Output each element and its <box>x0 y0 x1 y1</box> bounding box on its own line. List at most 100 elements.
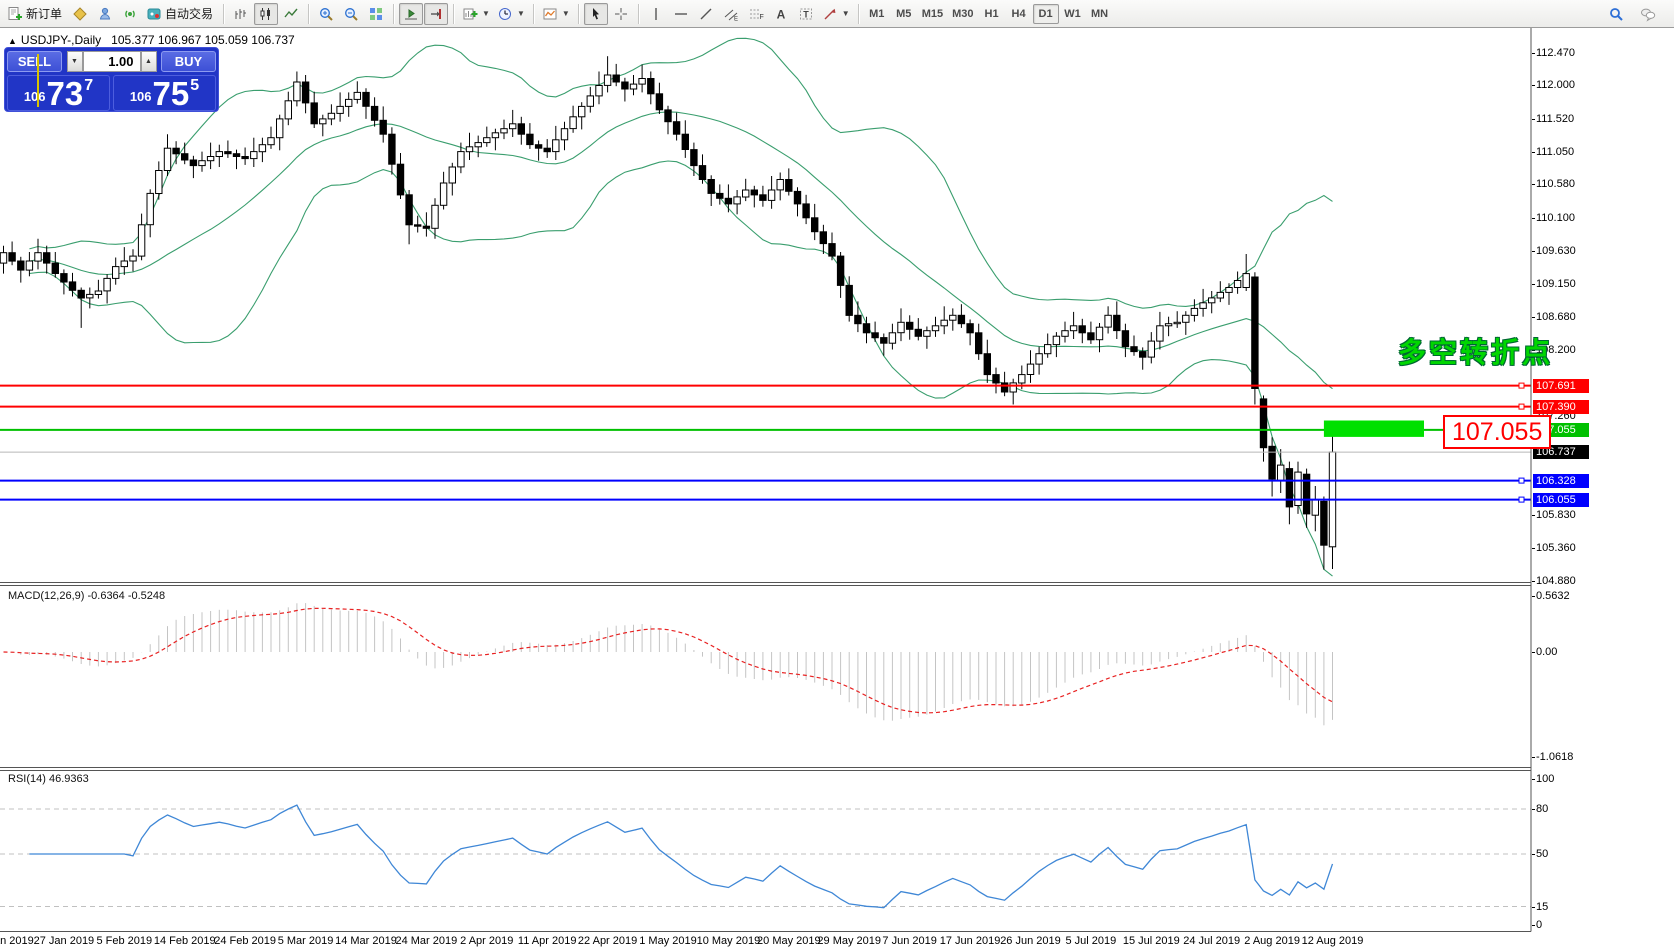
profiles-button[interactable]: ▼ <box>494 3 528 25</box>
horizontal-line-107691[interactable] <box>0 382 1531 389</box>
panel-splitter[interactable] <box>0 767 1531 771</box>
vertical-line-button[interactable] <box>644 3 668 25</box>
zoom-in-button[interactable] <box>314 3 338 25</box>
toolbar-separator <box>577 3 579 24</box>
equidistant-channel-button[interactable]: E <box>719 3 743 25</box>
cursor-glyph <box>592 7 599 19</box>
price-callout-label[interactable]: 107.055 <box>1443 415 1552 449</box>
date-tick-label: 27 Jan 2019 <box>33 935 95 947</box>
auto-scroll-button[interactable] <box>399 2 424 25</box>
new-order-button[interactable]: 新订单 <box>4 3 67 25</box>
date-tick-label: 14 Feb 2019 <box>153 935 216 947</box>
collapse-arrow-icon[interactable]: ▲ <box>8 36 17 46</box>
timeframe-m30-button[interactable]: M30 <box>952 7 974 20</box>
timeframe-m1-button[interactable]: M1 <box>869 7 885 20</box>
arrows-glyph <box>824 8 836 19</box>
signals-button[interactable] <box>118 3 142 25</box>
date-tick-label: 12 Aug 2019 <box>1301 935 1364 947</box>
linechart-glyph <box>284 8 298 17</box>
autotrading-button[interactable]: 自动交易 <box>143 3 218 25</box>
cursor-button[interactable] <box>583 2 608 25</box>
candlestick-chart-button[interactable] <box>254 2 279 25</box>
candles <box>0 56 1337 570</box>
timeframe-h4-button[interactable]: H4 <box>1011 7 1026 20</box>
timeframe-m15-button[interactable]: M15 <box>921 7 944 20</box>
new-chart-button[interactable]: ▼ <box>459 3 493 25</box>
price-tick-label: 0.00 <box>1531 646 1558 658</box>
zoom-out-button[interactable] <box>339 3 363 25</box>
chart-canvas[interactable] <box>0 28 1532 932</box>
horizontal-line-button[interactable] <box>669 3 693 25</box>
horizontal-line-106328[interactable] <box>0 477 1531 484</box>
chat-glyph <box>1641 8 1656 22</box>
price-tick-label: 108.200 <box>1532 344 1576 357</box>
rsi-line <box>29 804 1334 909</box>
chart-window[interactable] <box>0 28 1532 932</box>
buy-button[interactable]: BUY <box>161 51 216 72</box>
date-tick-label: 17 Jun 2019 <box>939 935 1001 947</box>
sell-button[interactable]: SELL <box>7 51 62 72</box>
candles-glyph <box>260 7 271 20</box>
toolbar-separator <box>532 3 534 24</box>
price-axis[interactable]: 112.470 112.000 111.520 111.050 110.580 110.1… <box>1531 28 1674 932</box>
chart-shift-button[interactable] <box>424 2 449 25</box>
date-tick-label: 24 Mar 2019 <box>395 935 458 947</box>
arrows-button[interactable]: ▼ <box>819 3 853 25</box>
date-tick-label: 20 May 2019 <box>757 935 821 947</box>
rsi-label: RSI(14) 46.9363 <box>8 773 89 785</box>
timeframe-m5-button[interactable]: M5 <box>896 7 912 20</box>
line-chart-button[interactable] <box>279 3 303 25</box>
text-label-button[interactable]: T <box>794 3 818 25</box>
textA-glyph: A <box>776 7 785 21</box>
price-badge: 106.055 <box>1533 492 1589 507</box>
chat-icon[interactable] <box>1636 3 1660 25</box>
vertical-line-object[interactable] <box>37 54 39 107</box>
search-glyph <box>1610 7 1623 21</box>
market-button[interactable] <box>93 3 117 25</box>
date-tick-label: 26 Jun 2019 <box>1000 935 1061 947</box>
signals-glyph <box>125 10 135 17</box>
horizontal-line-107390[interactable] <box>0 403 1531 410</box>
volume-increase-button[interactable]: ▲ <box>140 51 157 72</box>
price-tick-label: 15 <box>1531 900 1549 913</box>
volume-input[interactable]: 1.00 <box>82 51 141 72</box>
panel-splitter[interactable] <box>0 582 1531 586</box>
zoomin-glyph <box>320 7 333 21</box>
crosshair-button[interactable] <box>609 3 633 25</box>
bollinger-bands <box>29 37 1333 577</box>
date-tick-label: 17 Jan 2019 <box>0 935 34 947</box>
timeframe-h1-button[interactable]: H1 <box>984 7 999 20</box>
horizontal-line-107055[interactable] <box>0 426 1531 433</box>
horizontal-line-106055[interactable] <box>0 496 1531 503</box>
price-tick-label: 109.150 <box>1532 278 1576 290</box>
search-icon[interactable] <box>1604 3 1628 25</box>
fibonacci-button[interactable]: F <box>744 3 768 25</box>
timeframe-w1-button[interactable]: W1 <box>1064 7 1081 20</box>
bar-chart-button[interactable] <box>229 3 253 25</box>
metaeditor-button[interactable] <box>68 3 92 25</box>
ohlc-values: 105.377 106.967 105.059 106.737 <box>111 33 295 47</box>
date-tick-label: 2 Apr 2019 <box>460 935 514 947</box>
annotation-text[interactable]: 多空转折点 <box>1398 337 1554 368</box>
svg-text:A: A <box>776 7 785 21</box>
tile-windows-button[interactable] <box>364 3 388 25</box>
text-button[interactable]: A <box>769 3 793 25</box>
buy-price-display[interactable]: 106 75 5 <box>113 75 216 111</box>
clock-glyph <box>498 7 511 20</box>
highlight-rectangle[interactable] <box>1323 420 1424 437</box>
sell-price-display[interactable]: 106 73 7 <box>7 75 110 111</box>
price-tick-label: 105.360 <box>1532 542 1576 554</box>
date-tick-label: 29 May 2019 <box>817 935 882 947</box>
buy-price-pip: 5 <box>190 77 200 94</box>
dropdown-caret-icon: ▼ <box>482 9 490 18</box>
timeframe-mn-button[interactable]: MN <box>1090 7 1109 20</box>
timeframe-d1-button[interactable]: D1 <box>1032 3 1059 24</box>
autoscroll-glyph <box>405 8 418 19</box>
price-tick-label: 100 <box>1531 773 1555 785</box>
vline-glyph <box>655 7 657 20</box>
trendline-button[interactable] <box>694 3 718 25</box>
volume-decrease-button[interactable]: ▼ <box>66 51 83 72</box>
templates-button[interactable]: ▼ <box>539 3 573 25</box>
price-tick-label: 0 <box>1531 919 1543 931</box>
